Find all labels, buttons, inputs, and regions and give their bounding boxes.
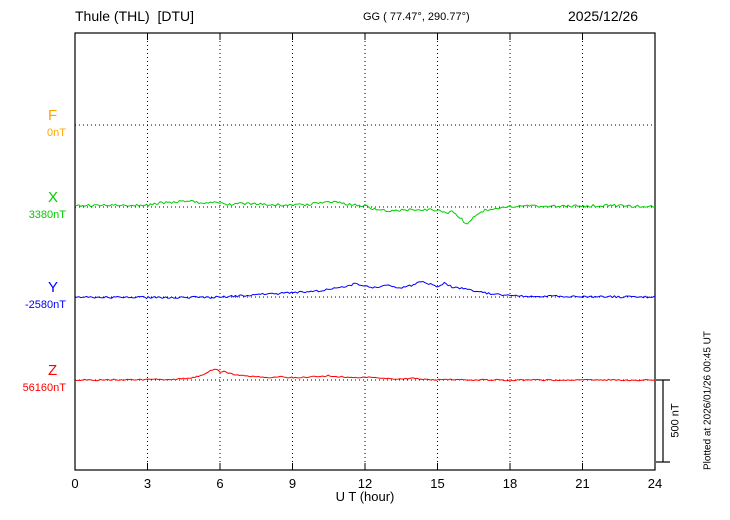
plot-date: 2025/12/26 [568,8,639,24]
x-tick-label: 12 [358,476,372,491]
x-tick-label: 18 [503,476,517,491]
plot-frame [74,32,656,471]
channel-baseline-value-y: -2580nT [25,299,66,311]
channel-label-x: X [48,189,59,206]
x-tick-label: 24 [648,476,662,491]
x-tick-label: 15 [430,476,444,491]
x-tick-label: 3 [144,476,151,491]
x-axis-title: U T (hour) [335,489,395,504]
trace-X [74,200,656,225]
channel-baseline-value-x: 3380nT [28,209,66,221]
channel-label-y: Y [48,279,59,296]
trace-Z [74,368,656,382]
x-tick-label: 21 [575,476,589,491]
trace-Y [74,281,656,299]
channel-label-z: Z [48,362,58,379]
x-tick-label: 0 [71,476,78,491]
gg-coordinates: GG ( 77.47°, 290.77°) [363,11,470,23]
x-tick-label: 6 [216,476,223,491]
channel-baseline-value-f: 0nT [47,127,66,139]
channel-label-f: F [48,107,58,124]
x-tick-label: 9 [289,476,296,491]
plotted-at-note: Plotted at 2026/01/26 00:45 UT [702,331,714,470]
scale-bar-label: 500 nT [669,403,682,438]
channel-baseline-value-z: 56160nT [22,382,66,394]
station-title: Thule (THL) [DTU] [75,8,195,24]
